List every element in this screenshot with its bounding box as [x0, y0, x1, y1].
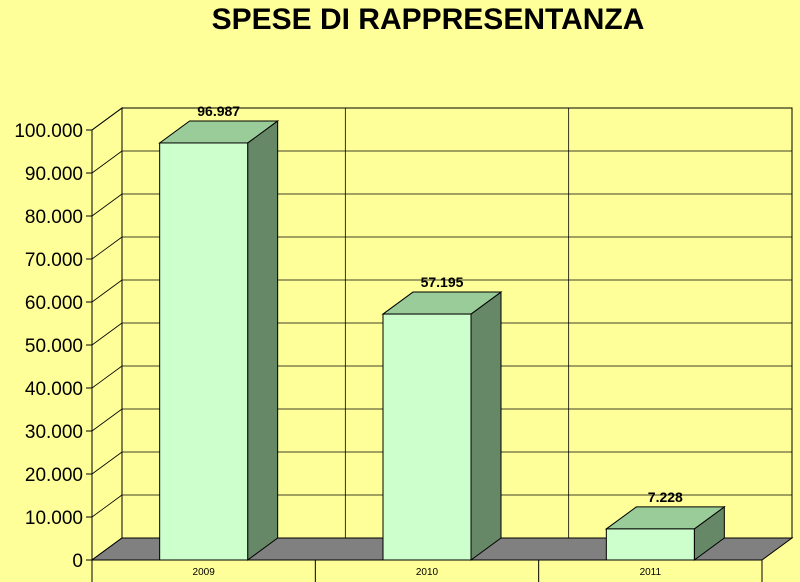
- y-tick-label: 10.000: [25, 508, 83, 529]
- gridline-depth: [91, 322, 123, 346]
- data-label: 96.987: [197, 103, 240, 119]
- gridline-depth: [91, 408, 123, 432]
- gridline-depth: [91, 451, 123, 475]
- y-tick-label: 80.000: [25, 207, 83, 228]
- y-tick-label: 70.000: [25, 250, 83, 271]
- y-tick-label: 0: [72, 551, 83, 572]
- x-tick-label: 2010: [416, 567, 439, 578]
- x-tick-label: 2011: [640, 567, 662, 578]
- bar: [158, 119, 280, 561]
- bar-front: [605, 528, 695, 561]
- bar-front: [159, 142, 249, 561]
- data-label: 57.195: [421, 274, 464, 290]
- bar-side: [247, 119, 279, 561]
- y-tick-label: 20.000: [25, 465, 83, 486]
- gridline-depth: [91, 150, 123, 174]
- gridline-depth: [91, 193, 123, 217]
- data-label: 7.228: [648, 489, 683, 505]
- bar: [381, 291, 503, 561]
- gridline-depth: [91, 107, 123, 131]
- y-tick-label: 50.000: [25, 336, 83, 357]
- gridline-depth: [91, 494, 123, 518]
- y-tick-label: 30.000: [25, 422, 83, 443]
- bar-front: [382, 313, 472, 561]
- bar-side: [470, 291, 502, 561]
- bar: [604, 505, 726, 561]
- gridline-depth: [91, 236, 123, 260]
- chart-title: SPESE DI RAPPRESENTANZA: [212, 3, 645, 36]
- y-tick-label: 40.000: [25, 379, 83, 400]
- y-tick-label: 60.000: [25, 293, 83, 314]
- x-tick-label: 2009: [193, 567, 216, 578]
- plot-area: 0 10.000 20.000 30.000 40.000 50.000 60.000 70.…: [14, 103, 794, 582]
- y-tick-label: 100.000: [14, 121, 83, 142]
- y-tick-label: 90.000: [25, 164, 83, 185]
- gridline-depth: [91, 279, 123, 303]
- gridline-depth: [91, 365, 123, 389]
